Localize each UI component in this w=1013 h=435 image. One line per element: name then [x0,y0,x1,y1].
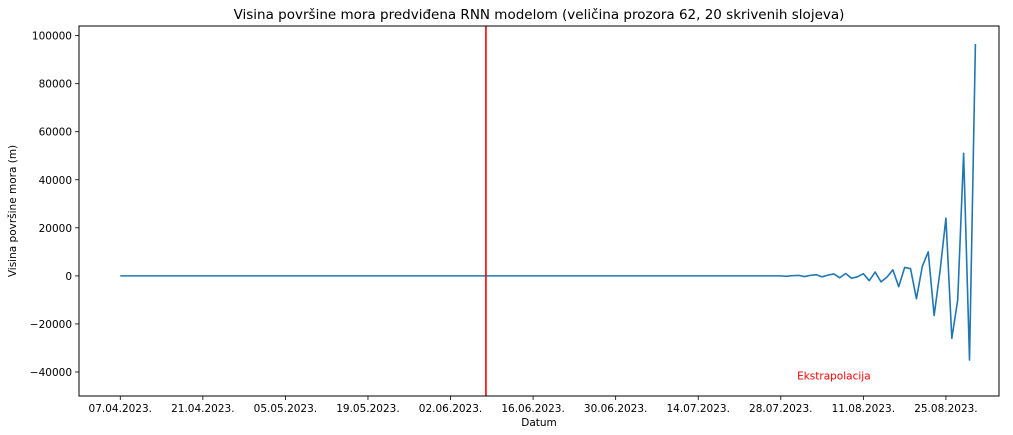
extrapolation-label: Ekstrapolacija [797,371,871,383]
y-tick-label: −40000 [30,367,72,379]
x-tick-label: 25.08.2023. [914,403,977,415]
y-tick-label: 20000 [39,223,72,235]
x-tick-label: 16.06.2023. [501,403,564,415]
plot-frame [78,25,1000,397]
series-line-0 [120,44,977,361]
y-tick-label: 100000 [32,31,72,43]
plot-area: Ekstrapolacija [78,25,1000,397]
x-tick-label: 30.06.2023. [584,403,647,415]
x-tick-label: 11.08.2023. [832,403,895,415]
chart-title: Visina površine mora predviđena RNN mode… [234,7,845,23]
y-tick-label: 60000 [39,127,72,139]
x-tick-label: 14.07.2023. [666,403,729,415]
y-tick-label: −20000 [30,319,72,331]
x-tick-label: 07.04.2023. [89,403,152,415]
y-tick-label: 80000 [39,79,72,91]
x-axis-title: Datum [521,417,557,429]
y-tick-label: 0 [65,271,72,283]
x-tick-label: 02.06.2023. [419,403,482,415]
x-tick-label: 21.04.2023. [171,403,234,415]
y-axis-title: Visina površine mora (m) [7,145,19,277]
y-axis: −40000 −20000 0 20000 40000 60000 80000 100000 [30,31,79,379]
x-axis: 07.04.2023. 21.04.2023. 05.05.2023. 19.05.2… [89,396,978,415]
x-tick-label: 19.05.2023. [336,403,399,415]
x-tick-label: 28.07.2023. [749,403,812,415]
x-tick-label: 05.05.2023. [254,403,317,415]
y-tick-label: 40000 [39,175,72,187]
